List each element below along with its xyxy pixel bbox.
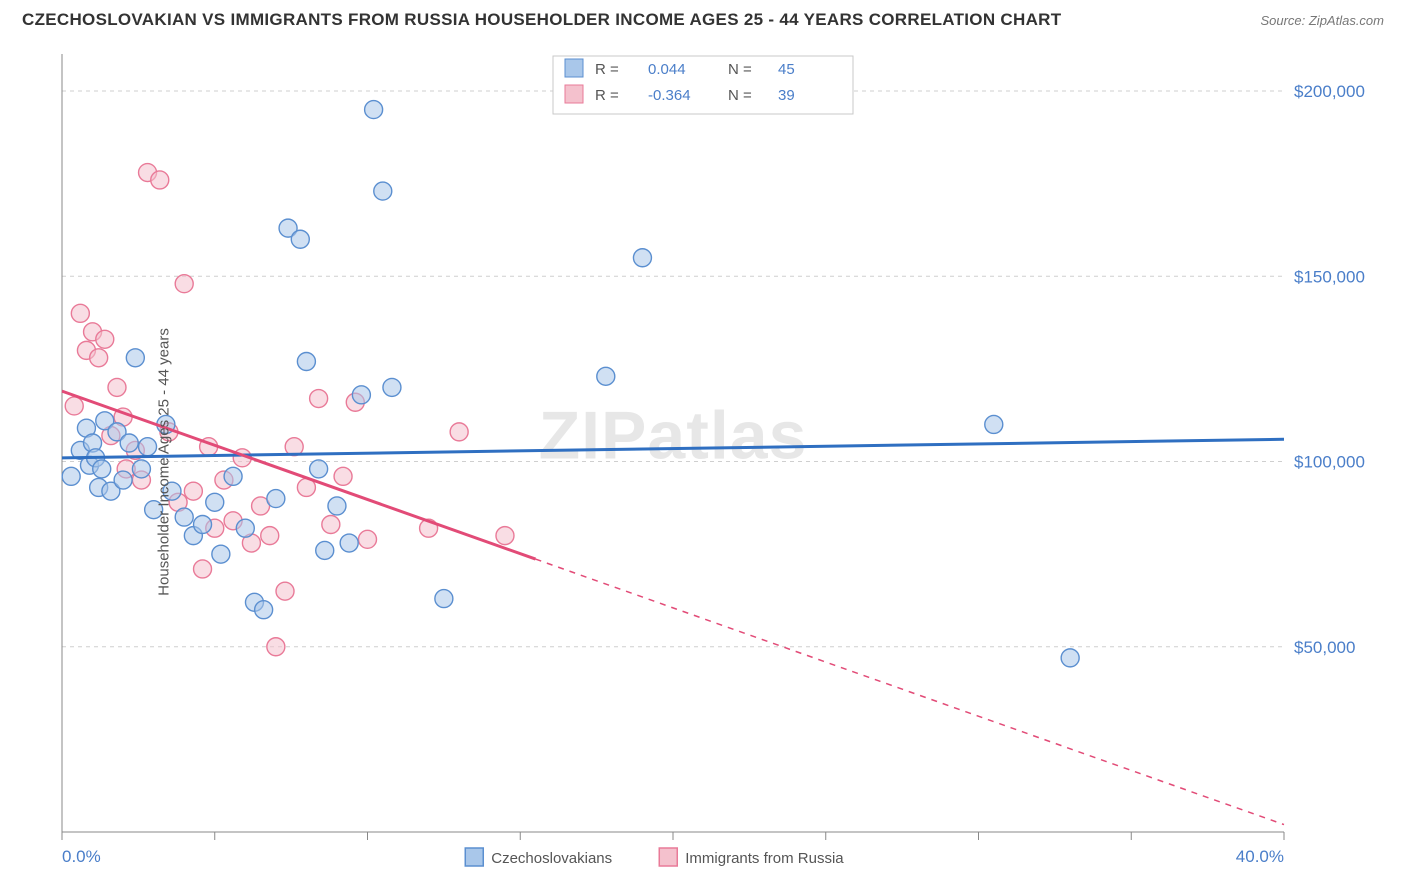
data-point bbox=[352, 386, 370, 404]
source-label: Source: bbox=[1260, 13, 1308, 28]
data-point bbox=[297, 352, 315, 370]
data-point bbox=[310, 460, 328, 478]
data-point bbox=[120, 434, 138, 452]
data-point bbox=[496, 527, 514, 545]
legend-swatch bbox=[565, 85, 583, 103]
y-axis-label: Householder Income Ages 25 - 44 years bbox=[155, 328, 172, 596]
data-point bbox=[359, 530, 377, 548]
data-point bbox=[175, 508, 193, 526]
rn-label: N = bbox=[728, 87, 752, 104]
data-point bbox=[114, 471, 132, 489]
data-point bbox=[276, 582, 294, 600]
rn-n-value: 45 bbox=[778, 61, 795, 78]
data-point bbox=[340, 534, 358, 552]
data-point bbox=[236, 519, 254, 537]
rn-label: R = bbox=[595, 87, 619, 104]
data-point bbox=[126, 349, 144, 367]
legend-swatch bbox=[659, 848, 677, 866]
data-point bbox=[261, 527, 279, 545]
chart-container: Householder Income Ages 25 - 44 years $5… bbox=[22, 42, 1384, 882]
data-point bbox=[255, 601, 273, 619]
source-text: Source: ZipAtlas.com bbox=[1260, 13, 1384, 28]
data-point bbox=[267, 490, 285, 508]
data-point bbox=[71, 304, 89, 322]
data-point bbox=[65, 397, 83, 415]
data-point bbox=[450, 423, 468, 441]
y-tick-label: $150,000 bbox=[1294, 267, 1365, 286]
chart-title: CZECHOSLOVAKIAN VS IMMIGRANTS FROM RUSSI… bbox=[22, 10, 1061, 30]
legend-label: Czechoslovakians bbox=[491, 850, 612, 867]
rn-r-value: 0.044 bbox=[648, 61, 686, 78]
data-point bbox=[633, 249, 651, 267]
data-point bbox=[334, 467, 352, 485]
x-tick-label: 40.0% bbox=[1236, 847, 1284, 866]
data-point bbox=[93, 460, 111, 478]
data-point bbox=[132, 460, 150, 478]
data-point bbox=[96, 330, 114, 348]
data-point bbox=[206, 493, 224, 511]
data-point bbox=[597, 367, 615, 385]
data-point bbox=[328, 497, 346, 515]
data-point bbox=[175, 275, 193, 293]
data-point bbox=[322, 516, 340, 534]
data-point bbox=[985, 415, 1003, 433]
data-point bbox=[151, 171, 169, 189]
data-point bbox=[212, 545, 230, 563]
data-point bbox=[1061, 649, 1079, 667]
data-point bbox=[374, 182, 392, 200]
data-point bbox=[435, 590, 453, 608]
title-bar: CZECHOSLOVAKIAN VS IMMIGRANTS FROM RUSSI… bbox=[0, 0, 1406, 30]
rn-n-value: 39 bbox=[778, 87, 795, 104]
scatter-chart: $50,000 $100,000 $150,000 $200,000 0.0% 40.0%… bbox=[22, 42, 1384, 882]
data-point bbox=[108, 378, 126, 396]
data-point bbox=[62, 467, 80, 485]
y-tick-label: $200,000 bbox=[1294, 82, 1365, 101]
data-point bbox=[224, 467, 242, 485]
data-point bbox=[139, 438, 157, 456]
rn-r-value: -0.364 bbox=[648, 87, 691, 104]
trend-line-extrapolated bbox=[536, 559, 1284, 824]
data-point bbox=[310, 390, 328, 408]
data-point bbox=[90, 349, 108, 367]
data-point bbox=[316, 541, 334, 559]
data-point bbox=[194, 516, 212, 534]
data-point bbox=[365, 101, 383, 119]
data-point bbox=[291, 230, 309, 248]
rn-label: R = bbox=[595, 61, 619, 78]
x-tick-label: 0.0% bbox=[62, 847, 101, 866]
data-point bbox=[194, 560, 212, 578]
data-point bbox=[383, 378, 401, 396]
legend-swatch bbox=[565, 59, 583, 77]
legend-label: Immigrants from Russia bbox=[685, 850, 844, 867]
y-tick-label: $100,000 bbox=[1294, 453, 1365, 472]
y-tick-label: $50,000 bbox=[1294, 638, 1355, 657]
data-point bbox=[184, 482, 202, 500]
source-value: ZipAtlas.com bbox=[1309, 13, 1384, 28]
watermark: ZIPatlas bbox=[539, 398, 808, 474]
rn-label: N = bbox=[728, 61, 752, 78]
legend-swatch bbox=[465, 848, 483, 866]
data-point bbox=[267, 638, 285, 656]
